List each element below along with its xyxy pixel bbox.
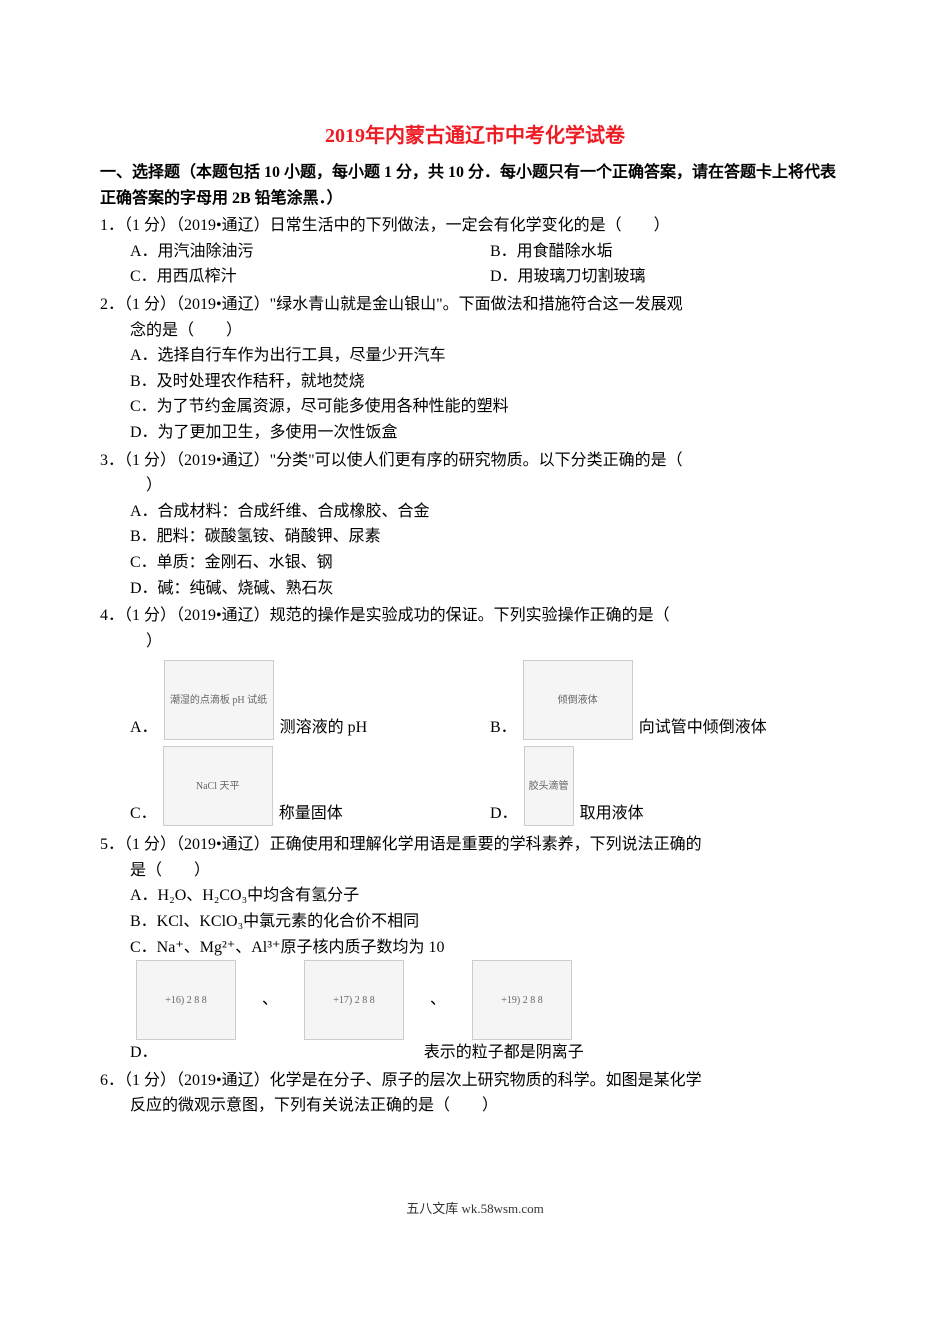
q1-option-d: D．用玻璃刀切割玻璃	[490, 264, 850, 290]
q5-stem-line2: 是（ ）	[100, 858, 850, 884]
question-6: 6．（1 分）（2019•通辽）化学是在分子、原子的层次上研究物质的科学。如图是…	[100, 1068, 850, 1094]
q4-img-d: 胶头滴管	[524, 746, 574, 826]
q4-option-c-prefix: C．	[130, 801, 157, 827]
q5-stem-line1: 5．（1 分）（2019•通辽）正确使用和理解化学用语是重要的学科素养，下列说法…	[100, 836, 702, 853]
q4-option-a-wrap: A． 潮湿的点滴板 pH 试纸 测溶液的 pH	[130, 660, 490, 740]
q3-options: A．合成材料：合成纤维、合成橡胶、合金 B．肥料：碳酸氢铵、硝酸钾、尿素 C．单…	[100, 499, 850, 601]
q2-stem-line1: 2．（1 分）（2019•通辽）"绿水青山就是金山银山"。下面做法和措施符合这一…	[100, 296, 683, 313]
q3-option-d: D．碱：纯碱、烧碱、熟石灰	[130, 576, 850, 602]
q4-img-c: NaCl 天平	[163, 746, 273, 826]
q4-option-a-prefix: A．	[130, 715, 158, 741]
q6-stem-line1: 6．（1 分）（2019•通辽）化学是在分子、原子的层次上研究物质的科学。如图是…	[100, 1072, 702, 1089]
q2-option-c: C．为了节约金属资源，尽可能多使用各种性能的塑料	[130, 394, 850, 420]
q4-option-d-text: 取用液体	[580, 801, 644, 827]
q4-option-b-text: 向试管中倾倒液体	[639, 715, 767, 741]
atom-structure-19: +19) 2 8 8	[472, 960, 572, 1040]
q3-stem-line2: ）	[100, 473, 850, 499]
q3-option-c: C．单质：金刚石、水银、钢	[130, 550, 850, 576]
q4-option-b-wrap: B． 倾倒液体 向试管中倾倒液体	[490, 660, 850, 740]
q2-stem-line2: 念的是（ ）	[100, 318, 850, 344]
q2-option-a: A．选择自行车作为出行工具，尽量少开汽车	[130, 343, 850, 369]
q5-option-d-row: D． 表示的粒子都是阴离子	[100, 1040, 850, 1066]
exam-title: 2019年内蒙古通辽市中考化学试卷	[100, 120, 850, 152]
page-footer: 五八文库 wk.58wsm.com	[100, 1199, 850, 1220]
q5-options: A．H₂O、H₂CO₃中均含有氢分子 B．KCl、KClO₃中氯元素的化合价不相…	[100, 883, 850, 960]
q2-options: A．选择自行车作为出行工具，尽量少开汽车 B．及时处理农作秸秆，就地焚烧 C．为…	[100, 343, 850, 445]
q3-stem-line1: 3．（1 分）（2019•通辽）"分类"可以使人们更有序的研究物质。以下分类正确…	[100, 452, 683, 469]
q2-option-b: B．及时处理农作秸秆，就地焚烧	[130, 369, 850, 395]
q1-options-row1: A．用汽油除油污 B．用食醋除水垢	[100, 239, 850, 265]
q4-option-b-prefix: B．	[490, 715, 517, 741]
question-3: 3．（1 分）（2019•通辽）"分类"可以使人们更有序的研究物质。以下分类正确…	[100, 448, 850, 474]
q1-stem: 1．（1 分）（2019•通辽）日常生活中的下列做法，一定会有化学变化的是（ ）	[100, 217, 670, 234]
q4-option-d-prefix: D．	[490, 801, 518, 827]
q6-stem-line2: 反应的微观示意图，下列有关说法正确的是（ ）	[100, 1093, 850, 1119]
q4-row-cd: C． NaCl 天平 称量固体 D． 胶头滴管 取用液体	[100, 746, 850, 826]
q5-option-c: C．Na⁺、Mg²⁺、Al³⁺原子核内质子数均为 10	[130, 935, 850, 961]
question-1: 1．（1 分）（2019•通辽）日常生活中的下列做法，一定会有化学变化的是（ ）	[100, 213, 850, 239]
q1-option-b: B．用食醋除水垢	[490, 239, 850, 265]
atom-structure-16: +16) 2 8 8	[136, 960, 236, 1040]
question-2: 2．（1 分）（2019•通辽）"绿水青山就是金山银山"。下面做法和措施符合这一…	[100, 292, 850, 318]
q5-option-d-prefix: D．	[130, 1040, 158, 1066]
q2-option-d: D．为了更加卫生，多使用一次性饭盒	[130, 420, 850, 446]
q5-option-a: A．H₂O、H₂CO₃中均含有氢分子	[130, 883, 850, 909]
q1-option-a: A．用汽油除油污	[130, 239, 490, 265]
q1-options-row2: C．用西瓜榨汁 D．用玻璃刀切割玻璃	[100, 264, 850, 290]
question-4: 4．（1 分）（2019•通辽）规范的操作是实验成功的保证。下列实验操作正确的是…	[100, 603, 850, 629]
q4-option-a-text: 测溶液的 pH	[280, 715, 368, 741]
q5-option-d-text: 表示的粒子都是阴离子	[424, 1040, 584, 1066]
q4-option-d-wrap: D． 胶头滴管 取用液体	[490, 746, 850, 826]
q1-option-c: C．用西瓜榨汁	[130, 264, 490, 290]
q4-option-c-text: 称量固体	[279, 801, 343, 827]
q4-stem-line2: ）	[100, 629, 850, 655]
q4-img-b: 倾倒液体	[523, 660, 633, 740]
section-1-header: 一、选择题（本题包括 10 小题，每小题 1 分，共 10 分．每小题只有一个正…	[100, 160, 850, 211]
q3-option-a: A．合成材料：合成纤维、合成橡胶、合金	[130, 499, 850, 525]
q4-img-a: 潮湿的点滴板 pH 试纸	[164, 660, 274, 740]
q3-option-b: B．肥料：碳酸氢铵、硝酸钾、尿素	[130, 524, 850, 550]
atom-sep-2: 、	[430, 987, 446, 1013]
q4-option-c-wrap: C． NaCl 天平 称量固体	[130, 746, 490, 826]
atom-sep-1: 、	[262, 987, 278, 1013]
q4-stem-line1: 4．（1 分）（2019•通辽）规范的操作是实验成功的保证。下列实验操作正确的是…	[100, 607, 670, 624]
q5-option-b: B．KCl、KClO₃中氯元素的化合价不相同	[130, 909, 850, 935]
atom-structure-17: +17) 2 8 8	[304, 960, 404, 1040]
q4-row-ab: A． 潮湿的点滴板 pH 试纸 测溶液的 pH B． 倾倒液体 向试管中倾倒液体	[100, 660, 850, 740]
question-5: 5．（1 分）（2019•通辽）正确使用和理解化学用语是重要的学科素养，下列说法…	[100, 832, 850, 858]
q5-atom-diagrams: +16) 2 8 8 、 +17) 2 8 8 、 +19) 2 8 8	[100, 960, 850, 1040]
